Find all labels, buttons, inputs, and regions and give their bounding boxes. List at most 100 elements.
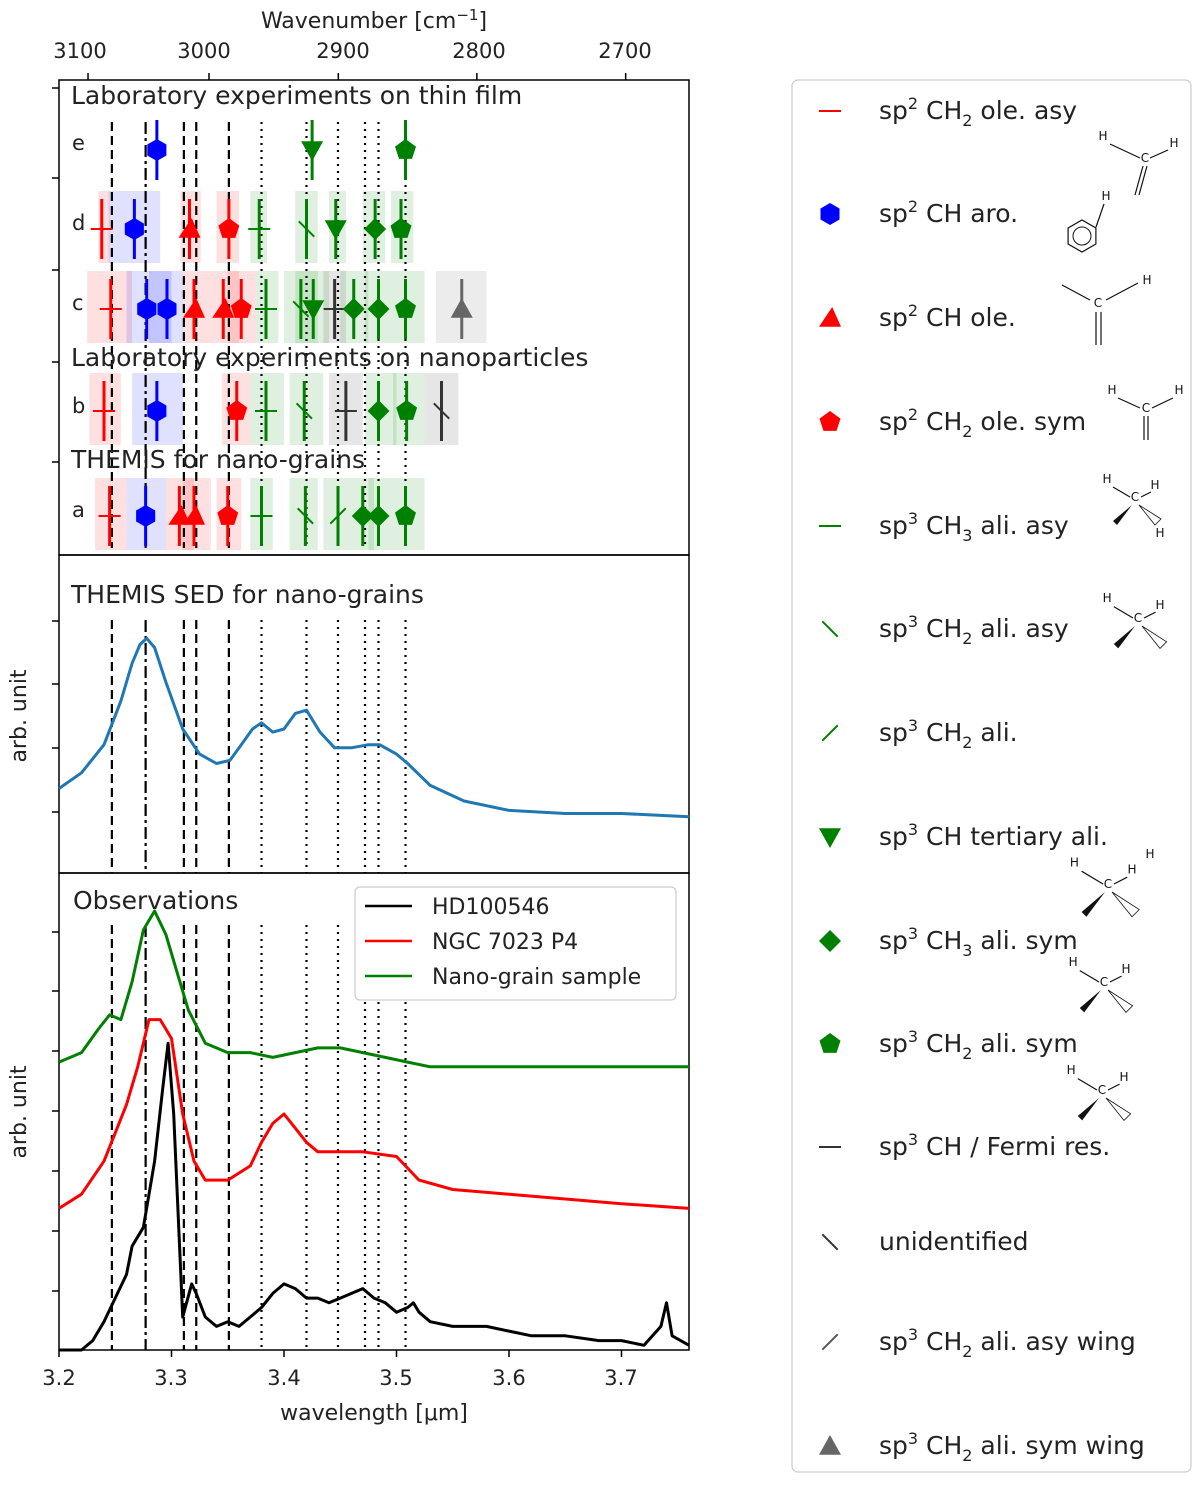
molecule-atom-label: H (1101, 189, 1110, 203)
backslash-marker (298, 220, 315, 238)
band-marker (351, 505, 374, 527)
series-hd100546 (59, 1041, 690, 1352)
obs-legend-box (354, 886, 677, 1001)
triangle-marker (183, 298, 205, 318)
pentagon-marker (395, 505, 416, 525)
triangle-down-marker (324, 220, 347, 240)
top-axis-label: Wavenumber [cm−1] (261, 6, 487, 34)
molecule-wedge (1113, 505, 1132, 525)
band-marker (396, 400, 418, 420)
band-marker (157, 298, 177, 320)
molecule-bond (1151, 397, 1174, 409)
molecule-atom-label: H (1119, 1070, 1128, 1084)
hexagon-marker (157, 298, 177, 320)
molecule-wedge (1113, 626, 1135, 649)
x-axis-label: wavelength [μm] (280, 1401, 468, 1426)
legend-sub: 3 (962, 526, 972, 545)
legend-marker-unidentified (821, 1233, 839, 1251)
molecule-wedge (1081, 892, 1105, 917)
row-label-e: e (72, 131, 85, 155)
molecule-wedge (1077, 1098, 1099, 1121)
legend-text: CH (918, 407, 962, 436)
pentagon-marker (396, 400, 418, 420)
molecule-hash (1138, 504, 1162, 526)
legend-sup: 3 (908, 1027, 918, 1046)
legend-text: CH (918, 1431, 962, 1460)
legend-text: CH (918, 1029, 962, 1058)
molecule-atom-label: H (1103, 591, 1112, 605)
molecule-wedge (1079, 990, 1101, 1013)
molecule-bond (1095, 203, 1105, 228)
legend-sup: 3 (908, 1429, 918, 1448)
legend-marker-sp3-CH2-asy-wing (821, 1333, 839, 1351)
band-marker (301, 141, 324, 161)
legend-text: sp (879, 511, 908, 540)
diamond-marker (367, 298, 390, 320)
legend-label-sp3-CH2-asy-wing: sp3 CH2 ali. asy wing (879, 1325, 1136, 1361)
legend-label-sp3-CH2-asy: sp3 CH2 ali. asy (879, 612, 1069, 648)
row-label-d: d (72, 211, 85, 235)
molecule-atom-label: C (1134, 611, 1142, 625)
legend-label-sp2-CH-ole: sp2 CH ole. (879, 301, 1016, 332)
legend-text: ole. asy (972, 96, 1077, 125)
legend-label-sp3-CH3-sym: sp3 CH3 ali. sym (879, 924, 1078, 960)
hexagon-marker (147, 139, 167, 161)
marker-legend-box (791, 79, 1192, 1473)
legend-text: ali. (972, 718, 1017, 747)
legend-marker-sp3-CH-tertiary (819, 828, 841, 848)
molecule-atom-label: C (1100, 975, 1108, 989)
legend-text: CH (918, 926, 962, 955)
band-marker (296, 507, 314, 525)
band-marker (147, 139, 167, 161)
band-marker (433, 402, 450, 420)
legend-text: sp (879, 614, 908, 643)
band-marker (367, 505, 390, 527)
band-marker (183, 298, 205, 318)
x-tick-label: 3.3 (154, 1366, 187, 1390)
top-tick-label: 3100 (53, 39, 106, 63)
legend-sup: 2 (908, 94, 918, 113)
molecule-ring (1067, 219, 1097, 253)
axes (58, 73, 627, 1357)
molecule-bond (1105, 282, 1139, 301)
legend-sub: 2 (962, 1446, 972, 1465)
legend-label-nano-grain: Nano-grain sample (432, 965, 641, 990)
pentagon-marker (390, 218, 412, 238)
molecule-atom-label: H (1155, 526, 1164, 540)
molecule-bond (1112, 486, 1131, 498)
backslash-marker (821, 620, 839, 638)
triangle-marker (178, 218, 201, 238)
top-tick-label: 3000 (177, 39, 230, 63)
legend-label-sp3-CH2-sym-wing: sp3 CH2 ali. sym wing (879, 1429, 1145, 1465)
legend-text: ali. sym (972, 1029, 1077, 1058)
x-tick-label: 3.2 (42, 1366, 75, 1390)
band-marker (390, 218, 412, 238)
molecule-atom-label: H (1107, 383, 1116, 397)
legend-text: CH aro. (918, 199, 1018, 228)
lab-title-themis: THEMIS for nano-grains (70, 445, 365, 474)
backslash-marker (433, 402, 450, 420)
series-ngc-7023-p4 (58, 1018, 690, 1210)
slash-marker (821, 1333, 839, 1351)
molecule-atom-label: C (1141, 151, 1149, 165)
triangle-down-marker (302, 300, 325, 320)
band-marker (295, 402, 313, 420)
hexagon-marker (124, 218, 144, 240)
uncertainty-band (98, 191, 110, 263)
molecule-atom-label: C (1131, 490, 1139, 504)
triangle-up-marker (450, 298, 473, 318)
legend-sup: 3 (908, 1325, 918, 1344)
lab-title-nanoparticles: Laboratory experiments on nanoparticles (71, 343, 588, 372)
molecule-atom-label: H (1142, 273, 1151, 287)
legend-sup: 2 (908, 405, 918, 424)
legend-sub: 2 (962, 1342, 972, 1361)
band-marker (226, 400, 248, 420)
molecule-bond (1109, 143, 1141, 159)
molecule-atom-label: H (1067, 1063, 1076, 1077)
hexagon-marker (137, 298, 157, 320)
legend-label-sp3-CH2-sym: sp3 CH2 ali. sym (879, 1027, 1078, 1063)
legend-text: unidentified (879, 1227, 1028, 1256)
band-marker (168, 505, 191, 525)
legend-sup: 3 (908, 716, 918, 735)
legend-sup: 3 (908, 924, 918, 943)
